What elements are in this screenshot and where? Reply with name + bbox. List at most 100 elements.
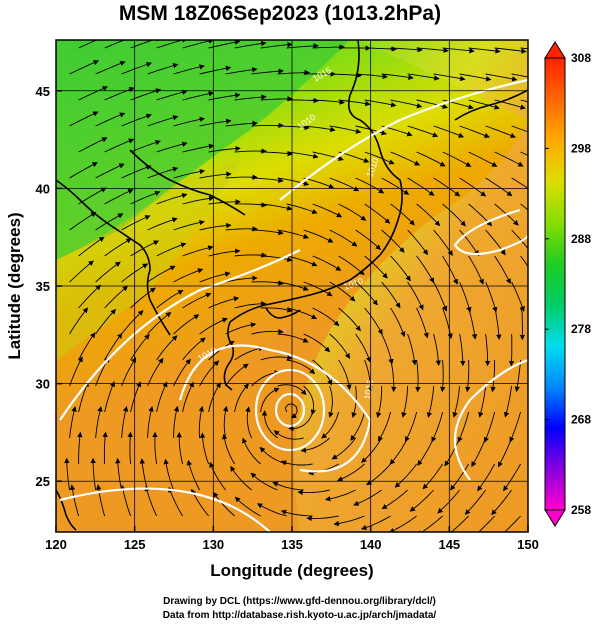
streamline <box>520 99 528 103</box>
streamline <box>417 437 435 466</box>
streamline <box>95 308 117 335</box>
colorbar-tick-label: 308 <box>571 51 591 65</box>
streamline <box>503 385 513 418</box>
colorbar-bottom-arrow <box>544 509 566 527</box>
streamline <box>260 42 293 49</box>
streamline <box>260 307 293 313</box>
streamline <box>494 255 511 285</box>
streamline <box>173 405 180 439</box>
streamline <box>78 381 89 413</box>
streamline <box>182 381 194 413</box>
streamline <box>511 73 528 78</box>
streamline <box>121 215 151 231</box>
streamline <box>312 99 345 105</box>
streamline <box>130 333 150 361</box>
streamline <box>225 322 257 335</box>
streamline <box>312 255 342 271</box>
streamline <box>416 47 449 53</box>
streamline <box>485 229 506 256</box>
streamline <box>457 411 470 443</box>
streamline <box>338 255 365 276</box>
streamline <box>173 116 206 127</box>
streamline <box>156 335 178 361</box>
streamline <box>465 359 471 393</box>
streamline <box>394 463 417 488</box>
y-axis-label: Latitude (degrees) <box>5 212 24 359</box>
streamline <box>251 280 284 286</box>
colorbar-tick-label: 268 <box>571 413 591 427</box>
streamline <box>234 40 267 49</box>
streamline <box>514 359 522 393</box>
streamline <box>494 47 527 54</box>
streamline <box>173 268 204 283</box>
streamline <box>416 307 429 339</box>
streamline <box>121 310 144 335</box>
streamline <box>338 359 352 391</box>
streamline <box>491 489 512 516</box>
streamline <box>234 496 261 517</box>
streamline <box>242 437 261 465</box>
colorbar-tick-label: 258 <box>571 503 591 517</box>
streamline <box>468 255 484 285</box>
streamline <box>485 177 513 197</box>
streamline <box>388 515 417 532</box>
streamline <box>225 120 258 127</box>
streamline <box>182 337 206 361</box>
streamline <box>442 151 472 167</box>
streamline <box>407 281 424 311</box>
streamline <box>459 229 479 256</box>
streamline <box>364 307 383 335</box>
streamline <box>511 177 528 189</box>
y-tick-label: 35 <box>36 279 50 294</box>
streamline <box>199 222 232 231</box>
colorbar-tick-label: 278 <box>571 322 591 336</box>
streamline <box>520 47 528 50</box>
lat-lon-grid <box>56 40 528 532</box>
streamline <box>182 143 215 153</box>
streamline <box>78 86 109 101</box>
streamline <box>234 252 267 258</box>
streamline <box>509 411 522 443</box>
streamline <box>511 281 525 312</box>
streamline <box>426 385 435 418</box>
streamline <box>245 406 253 439</box>
y-axis-ticks: 25 30 35 40 45 <box>36 84 62 489</box>
streamline <box>381 177 410 195</box>
streamline <box>173 219 205 231</box>
y-tick-label: 40 <box>36 181 50 196</box>
streamline <box>277 281 309 291</box>
streamline <box>225 67 258 75</box>
streamline <box>361 437 382 463</box>
streamline <box>182 195 215 205</box>
streamline <box>147 166 179 179</box>
streamline <box>96 484 106 517</box>
streamline <box>485 281 498 313</box>
streamline <box>95 406 103 439</box>
streamline <box>95 112 126 127</box>
streamline <box>260 354 293 361</box>
footer-credit-drawing: Drawing by DCL (https://www.gfd-dennou.o… <box>163 596 436 607</box>
streamline <box>69 162 98 179</box>
streamline <box>452 385 461 418</box>
streamline <box>147 265 176 283</box>
streamline <box>468 99 500 110</box>
streamline <box>260 387 280 413</box>
streamline <box>208 248 241 257</box>
streamline <box>468 47 501 54</box>
streamline <box>199 171 232 179</box>
streamline <box>163 458 175 491</box>
x-tick-label: 135 <box>281 537 303 552</box>
streamline <box>364 46 397 52</box>
streamline <box>251 229 284 236</box>
streamline <box>416 515 443 532</box>
streamline <box>416 151 446 167</box>
streamline <box>468 307 478 340</box>
streamline <box>127 431 133 465</box>
streamline <box>78 40 98 49</box>
streamline <box>69 484 80 517</box>
streamline <box>277 333 309 343</box>
streamline <box>208 92 241 101</box>
y-tick-label: 45 <box>36 84 50 99</box>
streamline <box>497 437 513 468</box>
streamline <box>459 73 492 82</box>
